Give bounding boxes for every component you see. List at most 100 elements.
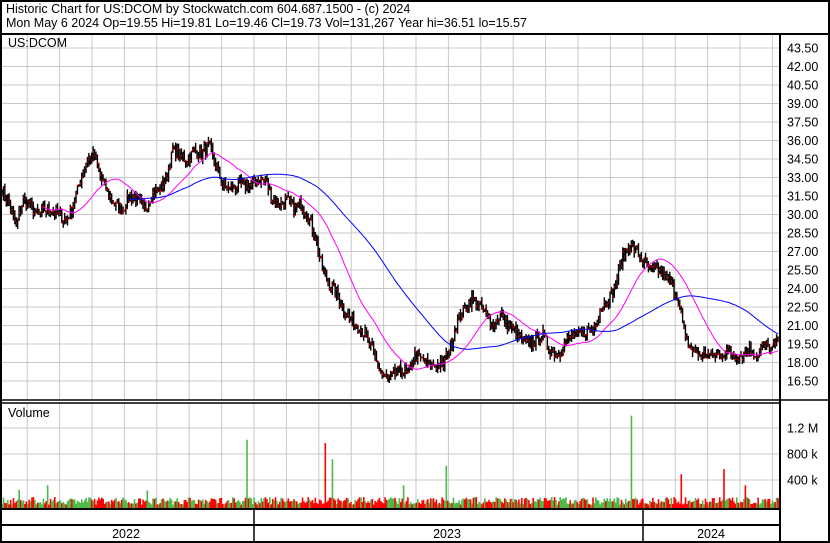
volume-bar (69, 498, 72, 508)
volume-bar (737, 502, 740, 508)
volume-bar (377, 499, 379, 508)
volume-bar (402, 485, 405, 508)
volume-bar (414, 503, 416, 508)
volume-bar (485, 501, 488, 508)
volume-bar (335, 503, 338, 508)
chart-title: Historic Chart for US:DCOM by Stockwatch… (6, 2, 411, 16)
volume-bar (229, 503, 231, 508)
volume-bar (734, 503, 737, 508)
volume-bar (147, 501, 150, 508)
volume-bar (6, 500, 9, 508)
volume-bar (130, 503, 133, 508)
volume-bar (52, 499, 55, 508)
volume-bar (300, 502, 302, 508)
volume-bar (654, 503, 657, 508)
volume-bar (577, 504, 580, 508)
volume-bar (503, 498, 506, 508)
volume-bar (2, 497, 5, 508)
volume-bar (647, 504, 650, 508)
volume-bar (745, 497, 748, 508)
volume-bar (418, 502, 421, 508)
volume-bar (109, 504, 112, 508)
volume-bar (333, 498, 335, 508)
volume-bar (96, 500, 99, 508)
volume-bar (479, 502, 482, 508)
volume-bar (741, 502, 744, 508)
volume-bar (324, 443, 327, 508)
volume-bar (177, 502, 180, 508)
volume-bar (227, 499, 230, 508)
volume-bar (439, 503, 442, 508)
volume-bar (542, 501, 544, 508)
volume-bar (204, 499, 207, 508)
volume-bar (44, 503, 46, 508)
volume-bar (764, 499, 767, 508)
volume-bar (468, 499, 470, 508)
volume-bar (5, 503, 8, 508)
volume-bar (4, 502, 6, 508)
volume-bar (558, 501, 560, 508)
volume-bar (200, 501, 203, 508)
volume-bar (592, 497, 594, 508)
volume-bar (488, 499, 490, 508)
volume-bar (159, 503, 161, 508)
volume-bar (207, 502, 210, 508)
volume-bar (263, 498, 265, 508)
volume-bar (498, 498, 500, 508)
volume-bar (452, 497, 455, 508)
volume-bar (451, 502, 453, 508)
volume-bar (659, 503, 661, 508)
volume-bar (16, 499, 19, 508)
volume-bar (493, 501, 496, 508)
volume-bar (445, 465, 448, 508)
volume-bar (405, 500, 408, 508)
volume-bar (182, 504, 184, 508)
volume-bar (572, 503, 574, 508)
volume-bar (770, 503, 772, 508)
volume-bar (513, 499, 516, 508)
volume-bar (213, 498, 216, 508)
volume-bar (461, 499, 463, 508)
volume-bar (673, 497, 675, 508)
volume-bar (19, 499, 22, 508)
volume-bar (690, 502, 693, 508)
volume-bar (170, 499, 173, 508)
volume-bar (474, 497, 476, 508)
volume-bar (596, 499, 599, 508)
volume-bar (358, 497, 361, 508)
volume-bar (599, 504, 601, 508)
volume-bar (306, 501, 308, 508)
volume-bar (458, 500, 460, 508)
price-tick-label: 22.50 (787, 300, 818, 314)
volume-bar (723, 469, 725, 508)
volume-bar (530, 502, 533, 508)
volume-bar (317, 504, 319, 508)
volume-bar (501, 501, 503, 508)
volume-bar (173, 501, 176, 508)
volume-bar (318, 499, 321, 508)
volume-bar (206, 501, 208, 508)
volume-bar (492, 501, 495, 508)
volume-bar (532, 497, 534, 508)
volume-bar (197, 499, 200, 508)
volume-bar (160, 499, 163, 508)
volume-bar (382, 503, 385, 508)
volume-bar (88, 497, 90, 508)
volume-bar (71, 499, 73, 508)
volume-bar (196, 504, 198, 508)
volume-bar (380, 501, 382, 508)
volume-bar (132, 503, 134, 508)
volume-bar (381, 502, 384, 508)
volume-bar (368, 502, 371, 508)
volume-bar (36, 502, 39, 508)
volume-bar (28, 499, 30, 508)
volume-bar (626, 502, 628, 508)
volume-bar (740, 501, 742, 508)
price-tick-label: 43.50 (787, 42, 818, 56)
volume-bar (352, 504, 355, 508)
volume-bar (605, 501, 607, 508)
volume-bar (49, 498, 52, 508)
volume-bar (298, 502, 301, 508)
volume-bar (424, 503, 426, 508)
